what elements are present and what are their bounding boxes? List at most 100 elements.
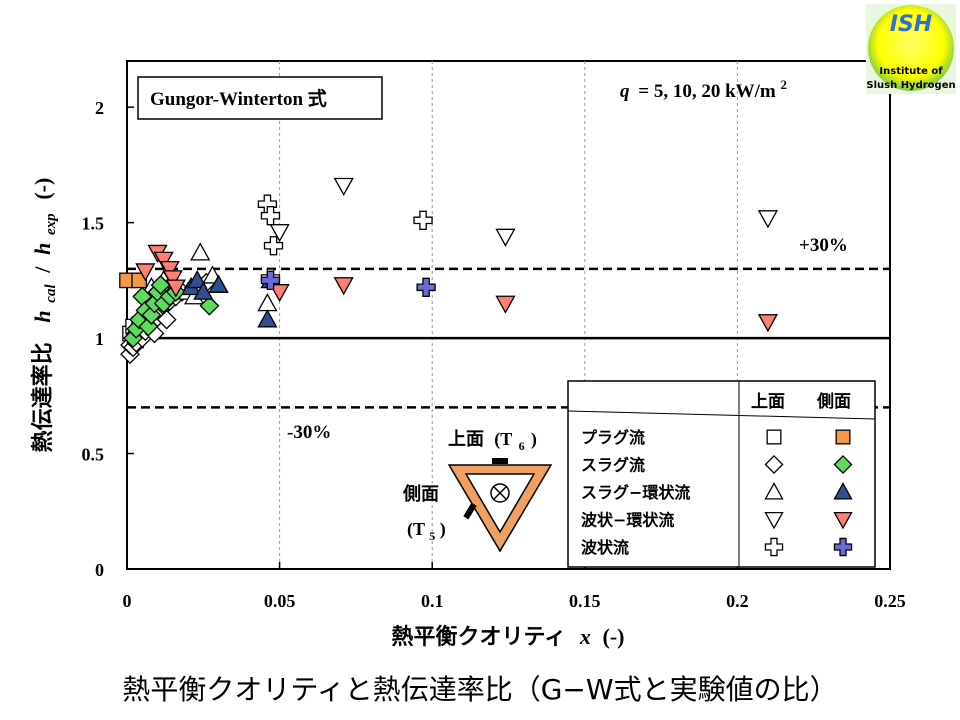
y-axis-title-slash: / — [30, 266, 55, 274]
x-tick-label: 0.1 — [421, 591, 444, 611]
inset-top-sensor: (T — [494, 429, 512, 450]
data-point-diamond — [156, 309, 177, 330]
legend-marker-side — [833, 455, 853, 474]
condition-q: q — [620, 81, 630, 102]
y-axis-title-h1: h — [30, 310, 55, 322]
inset-top-sensor-sub: 6 — [519, 439, 525, 453]
data-point-triangle-down — [757, 210, 779, 229]
correlation-box — [137, 76, 383, 120]
inset-side-sensor-sub: 5 — [429, 529, 435, 543]
x-ticks: 0 0.05 0.1 0.15 0.2 0.25 — [123, 562, 906, 611]
data-point-triangle-down — [333, 277, 354, 296]
legend-divider-h — [567, 410, 876, 420]
y-tick-label: 1.5 — [82, 214, 105, 234]
logo-line1: Institute of — [879, 66, 943, 77]
x-axis-title-main: 熱平衡クオリティ — [391, 624, 566, 650]
data-point-cross — [413, 210, 433, 230]
pipe-inner — [464, 473, 536, 534]
y-ticks: 0 0.5 1 1.5 2 — [82, 98, 134, 580]
grid-lines — [279, 61, 738, 569]
data-point-triangle-up — [257, 309, 278, 328]
legend-marker-top — [764, 537, 784, 557]
x-tick-label: 0.2 — [726, 591, 749, 611]
data-point-triangle-down — [165, 279, 186, 298]
y-tick-label: 0 — [95, 560, 104, 580]
legend-marker-side — [835, 429, 851, 445]
x-tick-label: 0.15 — [569, 591, 601, 611]
y-axis-title-unit: (-) — [30, 178, 55, 200]
data-point-triangle-down — [495, 295, 516, 314]
condition-label: q = 5, 10, 20 kW/m 2 — [620, 77, 787, 102]
slide-caption: 熱平衡クオリティと熱伝達率比（G−W式と実験値の比） — [122, 673, 838, 706]
legend-marker-top — [764, 482, 784, 500]
inset-top-sensor-close: ) — [531, 429, 537, 450]
data-point-cross — [263, 236, 284, 256]
inset-top-name: 上面 — [448, 429, 484, 450]
legend-row-label: プラグ流 — [581, 428, 645, 447]
inset-side-sensor: (T 5 ) — [407, 519, 446, 544]
x-tick-label: 0 — [123, 591, 132, 611]
legend-marker-side — [833, 482, 853, 500]
legend-col-side: 側面 — [816, 391, 851, 412]
y-axis-title-main: 熱伝達率比 — [30, 342, 56, 452]
inset-side-sensor-open: (T — [407, 519, 425, 540]
data-point-cross — [416, 277, 436, 297]
data-point-cross — [260, 270, 281, 291]
data-point-triangle-down — [757, 314, 779, 333]
legend-marker-side — [833, 537, 853, 557]
y-tick-label: 1 — [95, 329, 104, 349]
minus30-label: -30% — [287, 422, 331, 443]
data-point-diamond — [199, 295, 220, 316]
data-point-triangle-up — [187, 270, 208, 289]
data-point-triangle-down — [269, 284, 290, 303]
side-sensor-mark — [463, 502, 477, 520]
legend-row-label: 波状−環状流 — [581, 511, 674, 530]
legend-marker-top — [764, 512, 784, 530]
top-sensor-mark — [492, 458, 508, 464]
flow-direction-cross-b — [493, 486, 507, 500]
inset-side-sensor-close: ) — [440, 519, 446, 540]
x-axis-title: 熱平衡クオリティ x (-) — [391, 624, 624, 650]
legend-col-top: 上面 — [751, 392, 785, 412]
plus30-label: +30% — [799, 235, 848, 256]
data-point-triangle-up — [208, 274, 229, 293]
legend-marker-side — [833, 512, 853, 530]
condition-text: = 5, 10, 20 kW/m — [638, 81, 776, 102]
data-point-triangle-up — [193, 281, 214, 300]
ish-logo: ISH Institute of Slush Hydrogen — [866, 4, 956, 94]
data-point-triangle-down — [333, 177, 354, 197]
logo-circle — [868, 5, 954, 91]
inset-top-label: 上面 (T 6 ) — [448, 429, 537, 455]
legend-marker-top — [764, 455, 784, 474]
data-point-diamond — [150, 275, 171, 295]
legend-marker-top — [766, 429, 782, 445]
legend-row-label: 波状流 — [581, 538, 629, 557]
logo-text: ISH — [890, 12, 932, 37]
data-point-triangle-down — [159, 260, 180, 280]
data-point-triangle-down — [495, 228, 516, 247]
y-axis-title-h2: h — [30, 243, 55, 255]
condition-sup: 2 — [781, 77, 788, 92]
y-tick-label: 2 — [95, 98, 104, 118]
data-point-triangle-up — [190, 242, 211, 261]
x-axis-title-unit: (-) — [603, 624, 625, 649]
data-point-triangle-down — [162, 270, 183, 289]
correlation-name: Gungor-Winterton 式 — [150, 87, 327, 110]
x-axis-title-var: x — [579, 624, 591, 649]
x-tick-label: 0.05 — [264, 591, 296, 611]
data-point-triangle-down — [153, 251, 174, 270]
y-axis-title: 熱伝達率比 h cal / h exp (-) — [30, 178, 61, 453]
y-axis-title-sub2: exp — [43, 213, 59, 235]
data-point-triangle-down — [135, 263, 156, 282]
data-points — [119, 177, 779, 365]
legend-row-label: スラグ−環状流 — [581, 483, 690, 502]
pipe-diagram: 上面 (T 6 ) 側面 (T 5 ) — [402, 429, 553, 553]
legend-row-label: スラグ流 — [581, 456, 645, 475]
x-tick-label: 0.25 — [874, 591, 906, 611]
logo-line2: Slush Hydrogen — [866, 80, 955, 91]
inset-side-name: 側面 — [402, 483, 439, 505]
y-tick-label: 0.5 — [82, 445, 105, 465]
